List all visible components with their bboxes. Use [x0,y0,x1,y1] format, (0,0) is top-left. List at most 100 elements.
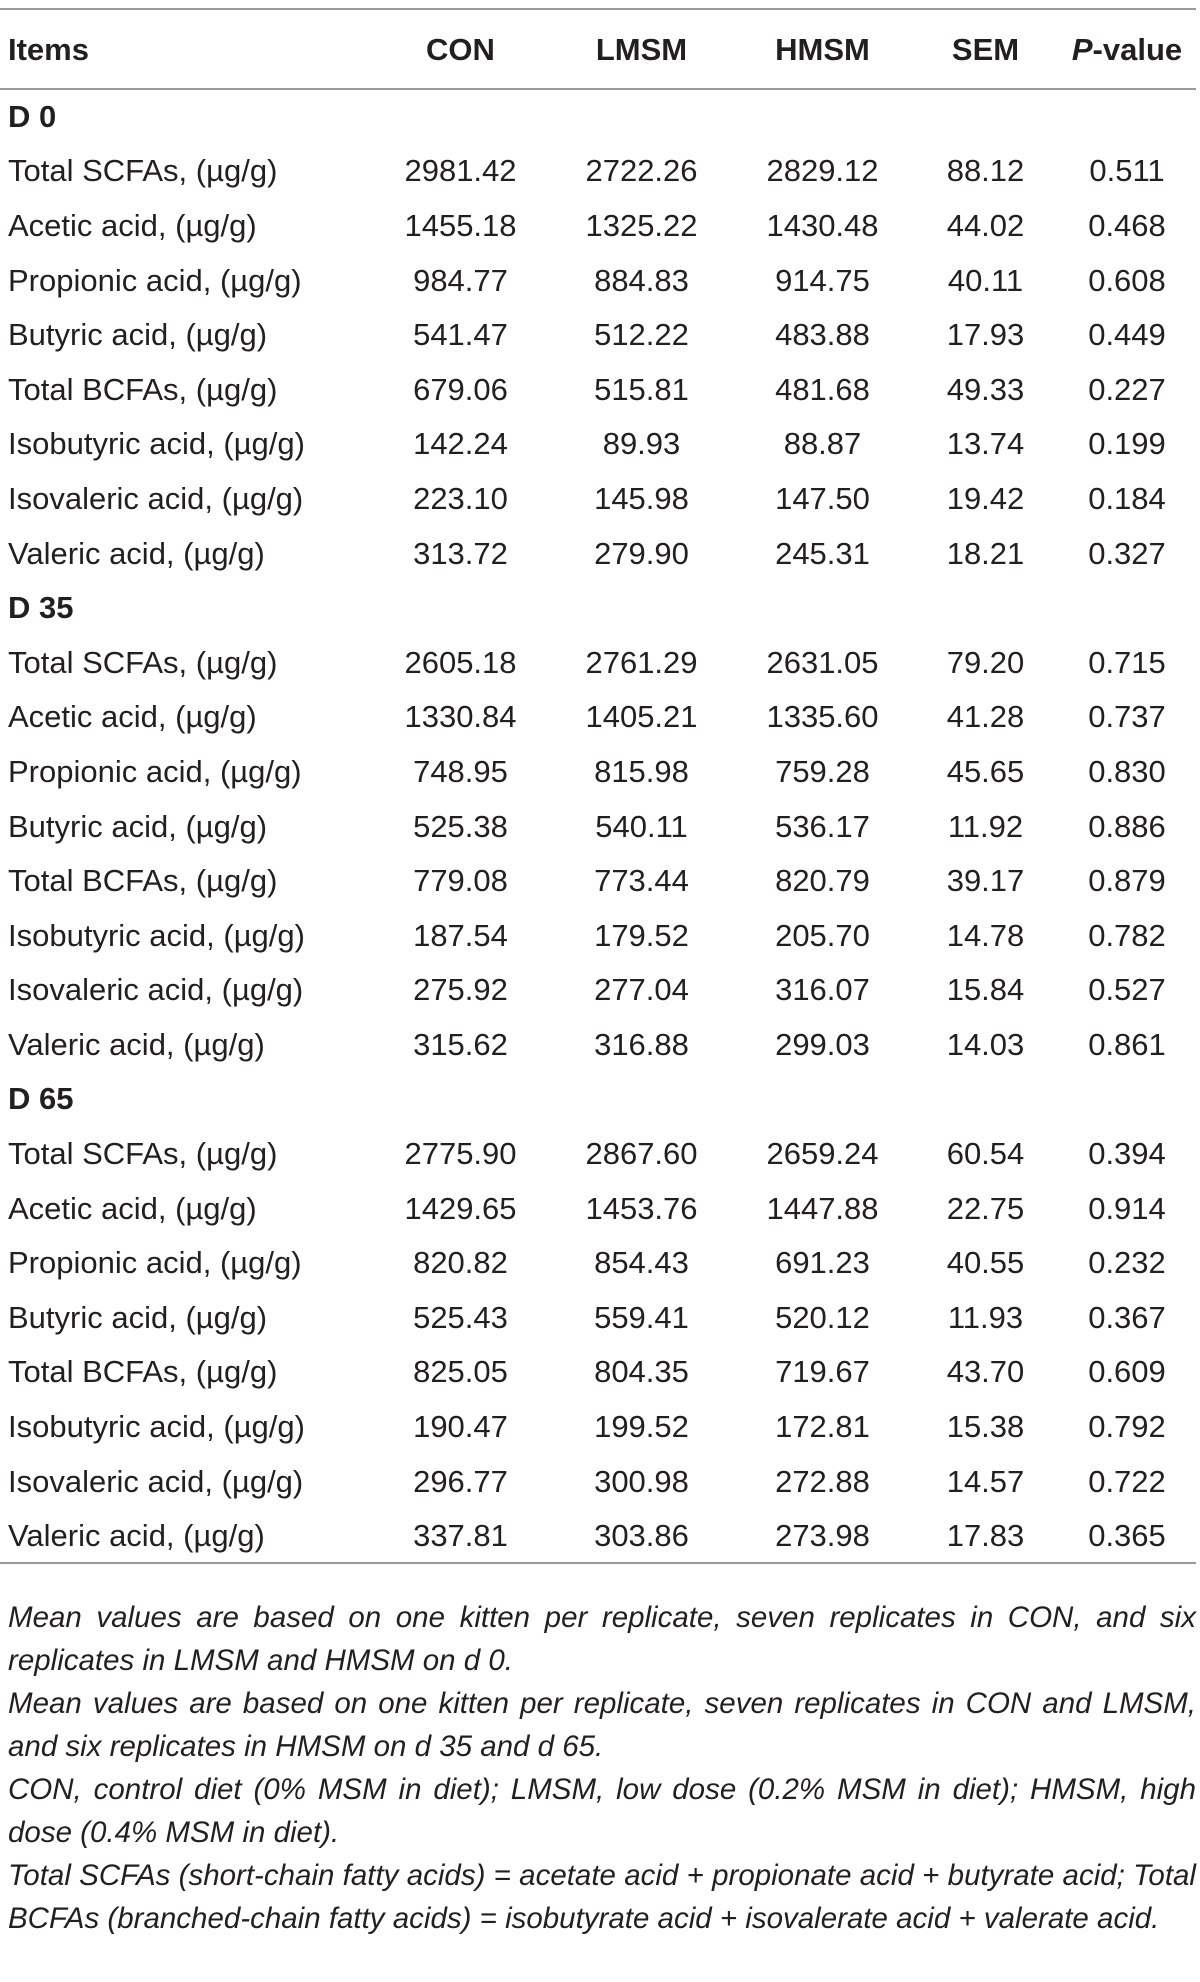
cell-con: 2981.42 [404,153,517,189]
cell-p: 0.722 [1088,1463,1166,1499]
header-p-letter: P [1071,31,1093,67]
cell-hmsm: 2659.24 [766,1136,879,1172]
cell-sem: 15.84 [946,972,1025,1008]
cell-hmsm: 483.88 [775,317,870,353]
group-row: D 0 [0,89,1196,144]
cell-p: 0.914 [1088,1190,1166,1226]
cell-con: 190.47 [413,1409,508,1445]
table-row: Butyric acid, (µg/g) 525.43 559.41 520.12 11… [0,1290,1196,1345]
cell-item: Butyric acid, (µg/g) [8,1299,268,1335]
cell-item: Total SCFAs, (µg/g) [8,644,278,680]
header-hmsm: HMSM [732,8,913,90]
cell-lmsm: 854.43 [594,1245,689,1281]
cell-item: Butyric acid, (µg/g) [8,317,268,353]
cell-hmsm: 205.70 [775,917,870,953]
cell-p: 0.468 [1088,207,1166,243]
cell-p: 0.394 [1088,1136,1166,1172]
cell-hmsm: 520.12 [775,1299,870,1335]
cell-lmsm: 1405.21 [585,699,698,735]
cell-lmsm: 199.52 [594,1409,689,1445]
cell-item: Isobutyric acid, (µg/g) [8,426,305,462]
cell-con: 142.24 [413,426,508,462]
cell-p: 0.886 [1088,808,1166,844]
cell-item: Acetic acid, (µg/g) [8,1190,257,1226]
cell-sem: 13.74 [946,426,1025,462]
cell-hmsm: 2631.05 [766,644,879,680]
cell-con: 779.08 [413,863,508,899]
cell-hmsm: 719.67 [775,1354,870,1390]
cell-con: 313.72 [413,535,508,571]
cell-sem: 79.20 [946,644,1025,680]
cell-item: Isobutyric acid, (µg/g) [8,917,305,953]
table-row: Valeric acid, (µg/g) 315.62 316.88 299.03 14… [0,1017,1196,1072]
cell-p: 0.792 [1088,1409,1166,1445]
cell-p: 0.184 [1088,480,1166,516]
cell-con: 223.10 [413,480,508,516]
cell-sem: 14.57 [946,1463,1025,1499]
table-header: Items CON LMSM HMSM SEM P-value [0,8,1196,90]
cell-lmsm: 1453.76 [585,1190,698,1226]
cell-hmsm: 914.75 [775,262,870,298]
table-row: Isovaleric acid, (µg/g) 223.10 145.98 147.5… [0,471,1196,526]
cell-hmsm: 1430.48 [766,207,879,243]
cell-item: Total BCFAs, (µg/g) [8,371,278,407]
cell-hmsm: 299.03 [775,1026,870,1062]
cell-con: 315.62 [413,1026,508,1062]
cell-con: 187.54 [413,917,508,953]
footnote: CON, control diet (0% MSM in diet); LMSM… [8,1773,1196,1849]
table-row: Propionic acid, (µg/g) 748.95 815.98 759.28… [0,744,1196,799]
cell-con: 541.47 [413,317,508,353]
table-row: Propionic acid, (µg/g) 820.82 854.43 691.23… [0,1235,1196,1290]
cell-sem: 60.54 [946,1136,1025,1172]
cell-item: Total SCFAs, (µg/g) [8,1136,278,1172]
cell-sem: 44.02 [946,207,1025,243]
cell-hmsm: 2829.12 [766,153,879,189]
cell-hmsm: 691.23 [775,1245,870,1281]
cell-hmsm: 1447.88 [766,1190,879,1226]
cell-item: Total BCFAs, (µg/g) [8,1354,278,1390]
table-row: Total SCFAs, (µg/g) 2981.42 2722.26 2829.12… [0,144,1196,199]
cell-p: 0.861 [1088,1026,1166,1062]
cell-con: 525.38 [413,808,508,844]
cell-sem: 41.28 [946,699,1025,735]
cell-lmsm: 815.98 [594,753,689,789]
table-row: Propionic acid, (µg/g) 984.77 884.83 914.75… [0,253,1196,308]
cell-sem: 49.33 [946,371,1025,407]
cell-p: 0.449 [1088,317,1166,353]
footnote: Mean values are based on one kitten per … [8,1601,1196,1677]
cell-lmsm: 540.11 [595,808,688,844]
group-label: D 35 [8,590,74,626]
table-row: Total BCFAs, (µg/g) 679.06 515.81 481.68 49.… [0,362,1196,417]
table-row: Acetic acid, (µg/g) 1330.84 1405.21 1335.60… [0,690,1196,745]
cell-p: 0.365 [1058,1508,1196,1565]
cell-lmsm: 303.86 [551,1508,732,1565]
cell-hmsm: 481.68 [775,371,870,407]
cell-con: 679.06 [413,371,508,407]
footnote: Total SCFAs (short-chain fatty acids) = … [8,1859,1196,1935]
cell-item: Valeric acid, (µg/g) [0,1508,370,1565]
cell-con: 820.82 [413,1245,508,1281]
cell-sem: 17.93 [946,317,1025,353]
cell-item: Propionic acid, (µg/g) [8,1245,302,1281]
table-footnotes: Mean values are based on one kitten per … [8,1596,1196,1940]
cell-lmsm: 884.83 [594,262,689,298]
cell-sem: 45.65 [946,753,1025,789]
cell-lmsm: 300.98 [594,1463,689,1499]
cell-lmsm: 89.93 [602,426,681,462]
cell-item: Total SCFAs, (µg/g) [8,153,278,189]
cell-con: 1429.65 [404,1190,517,1226]
cell-lmsm: 279.90 [594,535,689,571]
table-row: Isobutyric acid, (µg/g) 190.47 199.52 172.8… [0,1399,1196,1454]
cell-p: 0.367 [1088,1299,1166,1335]
cell-con: 296.77 [413,1463,508,1499]
table-row: Total BCFAs, (µg/g) 779.08 773.44 820.79 39.… [0,853,1196,908]
cell-item: Propionic acid, (µg/g) [8,262,302,298]
cell-p: 0.782 [1088,917,1166,953]
table-row: Isovaleric acid, (µg/g) 275.92 277.04 316.0… [0,963,1196,1018]
cell-lmsm: 145.98 [594,480,689,516]
group-label: D 0 [8,99,57,135]
header-p-value: P-value [1058,8,1196,90]
cell-hmsm: 147.50 [775,480,870,516]
cell-p: 0.227 [1088,371,1166,407]
header-con: CON [370,8,551,90]
